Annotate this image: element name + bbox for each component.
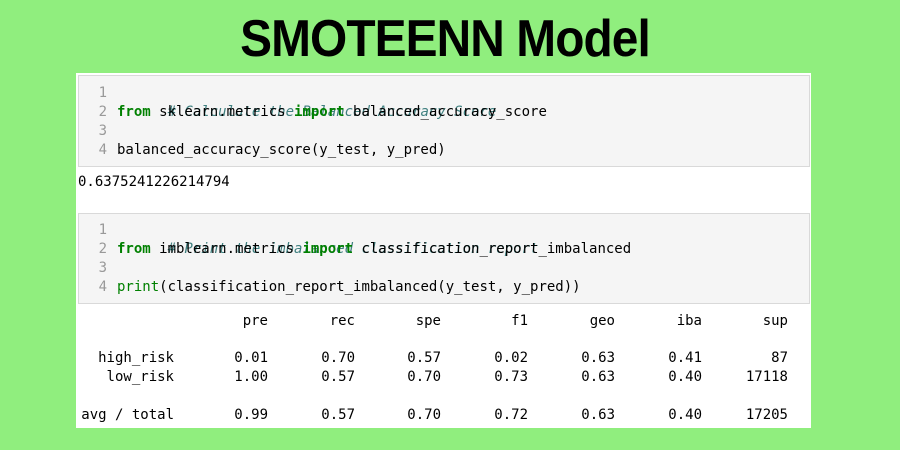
line-number: 1 [98,85,107,101]
value-spe: 0.70 [407,369,441,385]
page-title: SMOTEENN Model [240,10,651,68]
header-rec: rec [329,313,355,329]
value-sup: 17205 [745,407,788,423]
code-cell-classification-report[interactable]: 1 2 3 4 # Print the imbalanced classific… [78,213,810,304]
code-comment: # Calculate the Balanced Accuracy Score [167,104,497,120]
row-label: high_risk [89,350,174,366]
value-sup: 87 [771,350,788,366]
builtin-print: print [117,279,160,295]
row-label: low_risk [89,369,174,385]
code-line-import: from imblearn.metrics import classificat… [117,240,631,259]
value-pre: 0.99 [234,407,268,423]
line-number: 1 [98,222,107,238]
line-number: 3 [98,123,107,139]
value-f1: 0.02 [494,350,528,366]
value-geo: 0.63 [581,407,615,423]
report-header-row: pre rec spe f1 geo iba sup [76,312,811,331]
code-cell-balanced-accuracy[interactable]: 1 2 3 4 # Calculate the Balanced Accurac… [78,75,810,167]
value-iba: 0.40 [668,407,702,423]
report-row-total: avg / total 0.99 0.57 0.70 0.72 0.63 0.4… [76,406,811,425]
code-line-comment: # Calculate the Balanced Accuracy Score [117,84,497,120]
line-number: 3 [98,260,107,276]
value-geo: 0.63 [581,369,615,385]
value-rec: 0.57 [321,369,355,385]
value-f1: 0.73 [494,369,528,385]
code-line-import: from sklearn.metrics import balanced_acc… [117,103,547,122]
line-number: 2 [98,104,107,120]
code-line-comment: # Print the imbalanced classification re… [117,221,539,257]
code-line-call: balanced_accuracy_score(y_test, y_pred) [117,142,446,158]
keyword-from: from [117,241,151,257]
header-sup: sup [762,313,788,329]
notebook-panel: 1 2 3 4 # Calculate the Balanced Accurac… [76,73,811,428]
print-args: (classification_report_imbalanced(y_test… [159,279,581,295]
value-iba: 0.40 [668,369,702,385]
keyword-import: import [294,104,345,120]
code-comment: # Print the imbalanced classification re… [167,241,539,257]
value-pre: 0.01 [234,350,268,366]
classification-report-output: pre rec spe f1 geo iba sup high_risk 0.0… [76,309,811,429]
value-geo: 0.63 [581,350,615,366]
value-iba: 0.41 [668,350,702,366]
value-f1: 0.72 [494,407,528,423]
line-number: 4 [98,279,107,295]
report-row: high_risk 0.01 0.70 0.57 0.02 0.63 0.41 … [76,349,811,368]
report-row: low_risk 1.00 0.57 0.70 0.73 0.63 0.40 1… [76,368,811,387]
header-f1: f1 [511,313,528,329]
header-pre: pre [242,313,268,329]
line-number: 2 [98,241,107,257]
import-name: classification_report_imbalanced [353,241,632,257]
value-spe: 0.70 [407,407,441,423]
module-name: sklearn.metrics [150,104,295,120]
import-name: balanced_accuracy_score [344,104,547,120]
module-name: imblearn.metrics [150,241,303,257]
line-number: 4 [98,142,107,158]
cell-output-score: 0.6375241226214794 [78,174,230,190]
keyword-import: import [302,241,354,257]
value-rec: 0.57 [321,407,355,423]
row-label: avg / total [81,407,174,423]
value-spe: 0.57 [407,350,441,366]
code-line-print: print(classification_report_imbalanced(y… [117,278,581,297]
header-iba: iba [676,313,702,329]
value-rec: 0.70 [321,350,355,366]
value-pre: 1.00 [234,369,268,385]
value-sup: 17118 [745,369,788,385]
header-spe: spe [415,313,441,329]
header-geo: geo [589,313,615,329]
keyword-from: from [117,104,151,120]
